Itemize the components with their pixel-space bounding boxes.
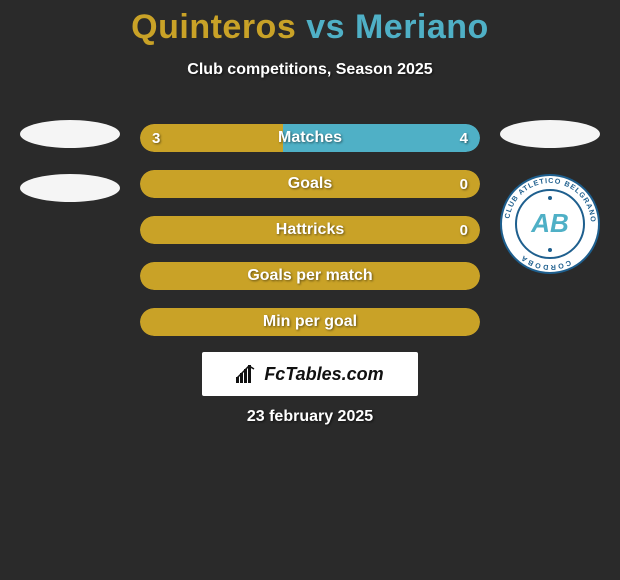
branding-text: FcTables.com	[236, 364, 383, 385]
stat-value-left: 3	[152, 130, 160, 147]
title-player-left: Quinteros	[131, 8, 296, 46]
infographic-container: Quinteros vs Meriano Club competitions, …	[0, 0, 620, 580]
stat-row: Goals 0	[140, 170, 480, 198]
stat-value-right: 0	[460, 222, 468, 239]
page-title: Quinteros vs Meriano	[0, 0, 620, 47]
stat-label: Goals per match	[247, 267, 372, 285]
title-player-right: Meriano	[355, 8, 489, 46]
stat-label: Goals	[288, 175, 332, 193]
comparison-bars: Matches 3 4 Goals 0 Hattricks 0 Goals per match…	[140, 124, 480, 354]
stat-label: Matches	[278, 129, 342, 147]
stat-bar-left-segment	[140, 124, 283, 152]
svg-text:AB: AB	[530, 208, 569, 238]
left-player-photo-placeholder-1	[20, 120, 120, 148]
stat-value-right: 4	[460, 130, 468, 147]
fctables-logo-icon	[236, 365, 258, 383]
stat-row: Min per goal	[140, 308, 480, 336]
right-player-column: CLUB ATLETICO BELGRANO CORDOBA AB	[490, 120, 610, 274]
belgrano-badge-icon: CLUB ATLETICO BELGRANO CORDOBA AB	[500, 174, 600, 274]
subtitle: Club competitions, Season 2025	[0, 61, 620, 79]
branding-label: FcTables.com	[264, 364, 383, 385]
left-player-photo-placeholder-2	[20, 174, 120, 202]
right-player-photo-placeholder	[500, 120, 600, 148]
stat-value-right: 0	[460, 176, 468, 193]
left-player-column	[10, 120, 130, 228]
stat-label: Hattricks	[276, 221, 344, 239]
stat-row: Goals per match	[140, 262, 480, 290]
stat-row: Hattricks 0	[140, 216, 480, 244]
stat-label: Min per goal	[263, 313, 357, 331]
right-player-club-badge: CLUB ATLETICO BELGRANO CORDOBA AB	[500, 174, 600, 274]
branding-box: FcTables.com	[202, 352, 418, 396]
title-vs: vs	[306, 8, 345, 46]
stat-row: Matches 3 4	[140, 124, 480, 152]
date-text: 23 february 2025	[247, 408, 373, 426]
